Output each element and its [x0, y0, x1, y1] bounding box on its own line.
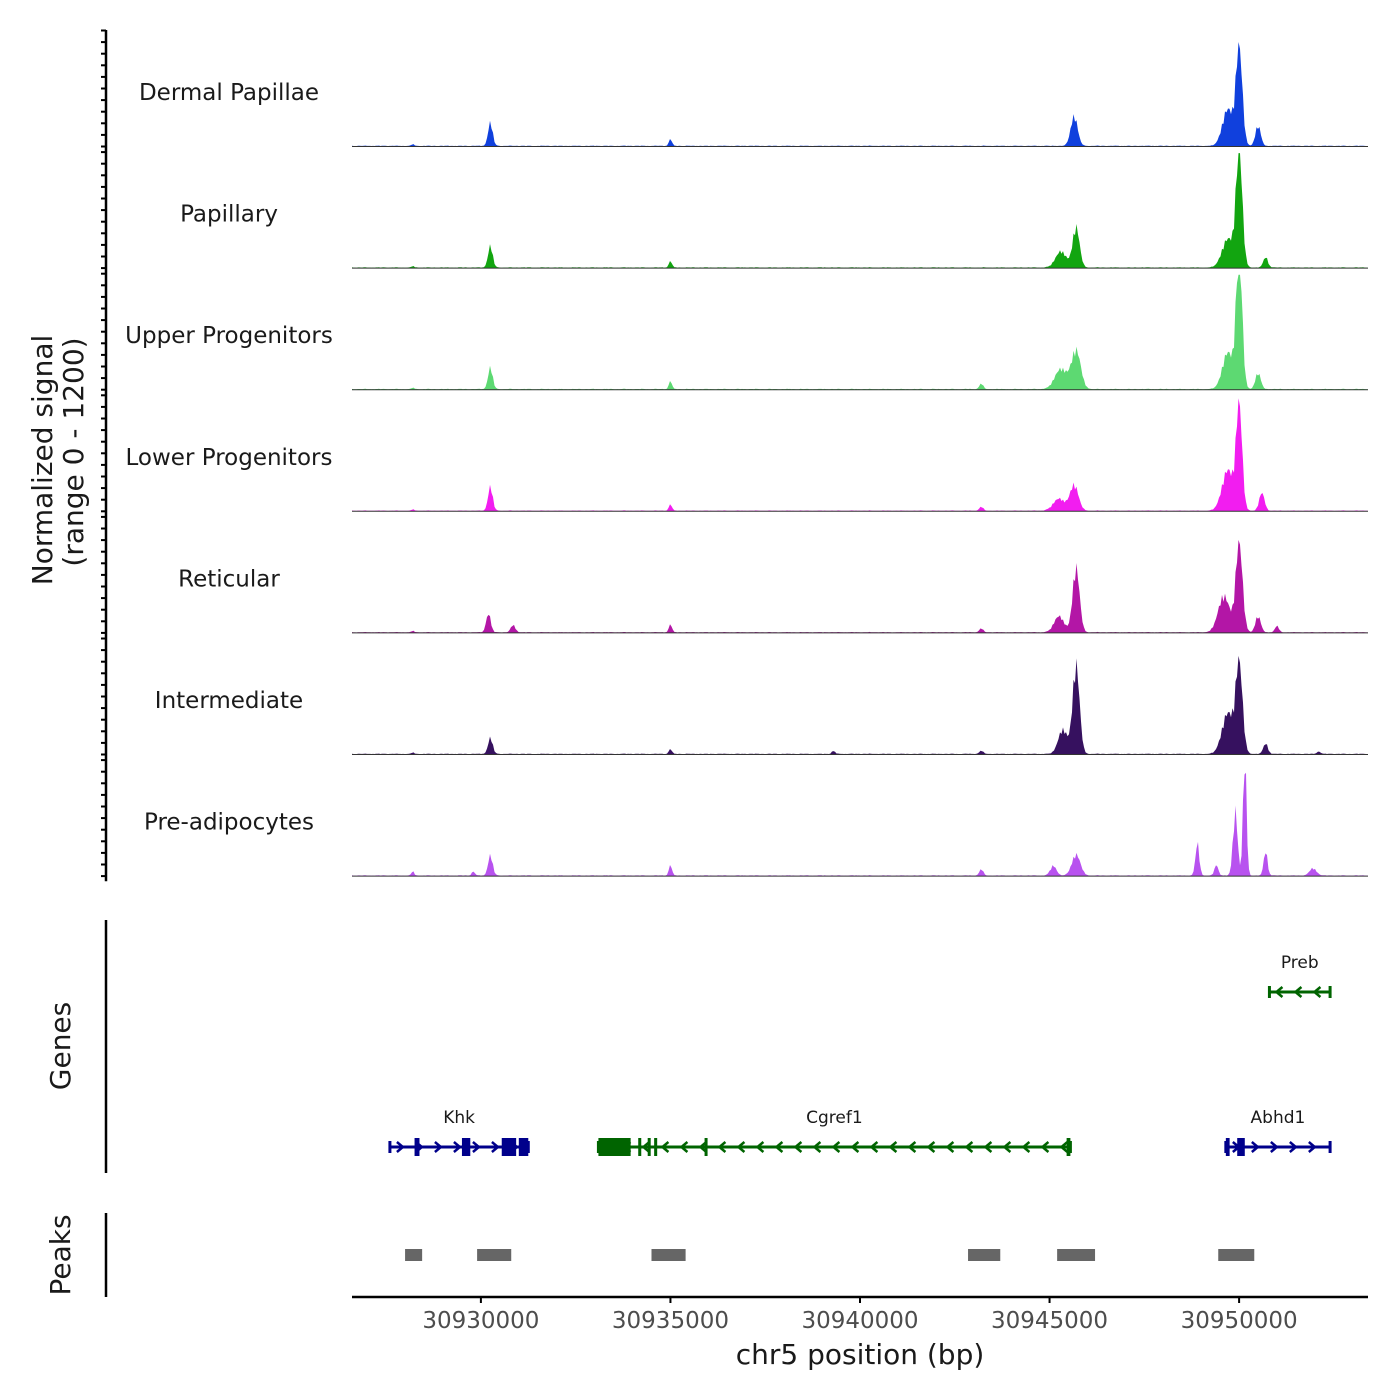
track-label-intermediate: Intermediate [155, 688, 303, 714]
peak-region [1218, 1249, 1255, 1261]
x-tick-label: 30930000 [422, 1308, 539, 1334]
y-axis-title-line2: (range 0 - 1200) [57, 337, 90, 566]
track-label-papillary: Papillary [180, 202, 278, 228]
signal-area-upper-progenitors [352, 274, 1368, 390]
coverage-y-axis: Normalized signal (range 0 - 1200) [26, 29, 108, 882]
track-lower-progenitors: Lower Progenitors [126, 398, 1368, 512]
gene-abhd1: Abhd1 [1224, 1108, 1332, 1156]
track-label-upper-progenitors: Upper Progenitors [125, 323, 333, 349]
track-papillary: Papillary [180, 153, 1368, 269]
x-axis: chr5 position (bp) 30930000 30935000 30940… [352, 1295, 1368, 1371]
signal-area-intermediate [352, 655, 1368, 755]
gene-exon [704, 1138, 708, 1156]
strand-arrow [1308, 1141, 1317, 1153]
peak-region [968, 1249, 1001, 1261]
strand-arrow [1289, 1141, 1298, 1153]
track-label-dermal-papillae: Dermal Papillae [139, 80, 319, 106]
signal-area-dermal-papillae [352, 42, 1368, 147]
strand-arrow [679, 1141, 689, 1153]
x-axis-title: chr5 position (bp) [736, 1338, 985, 1371]
genes-track-title: Genes [44, 1002, 77, 1090]
strand-arrow [472, 1141, 481, 1153]
strand-arrow [1293, 986, 1303, 998]
signal-area-reticular [352, 539, 1368, 633]
signal-area-pre-adipocytes [352, 772, 1368, 877]
strand-arrow [1002, 1141, 1012, 1153]
gene-exon [518, 1138, 529, 1156]
gene-exon [501, 1138, 517, 1156]
strand-arrow [1270, 1141, 1279, 1153]
track-pre-adipocytes: Pre-adipocytes [144, 772, 1368, 877]
track-label-reticular: Reticular [178, 566, 280, 592]
peak-region [477, 1249, 512, 1261]
strand-arrow [755, 1141, 765, 1153]
gene-exon [638, 1138, 642, 1156]
strand-arrow [888, 1141, 898, 1153]
strand-arrow [926, 1141, 936, 1153]
strand-arrow [1251, 1141, 1260, 1153]
gene-exon [598, 1138, 631, 1156]
strand-arrow [907, 1141, 917, 1153]
track-label-lower-progenitors: Lower Progenitors [126, 445, 333, 471]
gene-exon [461, 1138, 471, 1156]
track-label-pre-adipocytes: Pre-adipocytes [144, 810, 314, 836]
track-intermediate: Intermediate [155, 655, 1368, 755]
gene-label-abhd1: Abhd1 [1251, 1108, 1306, 1128]
strand-arrow [1040, 1141, 1050, 1153]
coverage-tracks: Dermal Papillae Papillary Upper Progenitor… [125, 42, 1368, 877]
peak-region [1057, 1249, 1096, 1261]
x-tick-label: 30950000 [1181, 1308, 1298, 1334]
strand-arrow [774, 1141, 784, 1153]
track-dermal-papillae: Dermal Papillae [139, 42, 1368, 147]
strand-arrow [1274, 986, 1284, 998]
strand-arrow [812, 1141, 822, 1153]
signal-area-lower-progenitors [352, 398, 1368, 512]
peak-region [651, 1249, 686, 1261]
peaks-track: Peaks [44, 1213, 1255, 1297]
signal-area-papillary [352, 153, 1368, 269]
strand-arrow [850, 1141, 860, 1153]
strand-arrow [945, 1141, 955, 1153]
gene-exon [1237, 1138, 1245, 1156]
peak-region [405, 1249, 423, 1261]
genes-track: Genes Preb Khk Cgref1 Abhd1 [44, 920, 1332, 1173]
track-upper-progenitors: Upper Progenitors [125, 274, 1368, 391]
strand-arrow [736, 1141, 746, 1153]
x-tick-label: 30945000 [991, 1308, 1108, 1334]
strand-arrow [698, 1141, 708, 1153]
gene-preb: Preb [1267, 953, 1332, 998]
gene-exon [654, 1138, 658, 1156]
gene-khk: Khk [388, 1108, 530, 1156]
gene-label-cgref1: Cgref1 [806, 1108, 863, 1128]
strand-arrow [641, 1141, 651, 1153]
peaks-track-title: Peaks [44, 1214, 77, 1295]
strand-arrow [453, 1141, 462, 1153]
strand-arrow [660, 1141, 670, 1153]
strand-arrow [964, 1141, 974, 1153]
gene-exon [647, 1138, 651, 1156]
gene-label-preb: Preb [1281, 953, 1319, 973]
strand-arrow [983, 1141, 993, 1153]
gene-label-khk: Khk [443, 1108, 475, 1128]
strand-arrow [396, 1141, 405, 1153]
strand-arrow [434, 1141, 443, 1153]
track-reticular: Reticular [178, 539, 1368, 634]
strand-arrow [717, 1141, 727, 1153]
gene-exon [1225, 1138, 1230, 1156]
strand-arrow [491, 1141, 500, 1153]
x-tick-label: 30935000 [612, 1308, 729, 1334]
strand-arrow [1021, 1141, 1031, 1153]
x-tick-label: 30940000 [801, 1308, 918, 1334]
strand-arrow [1312, 986, 1322, 998]
strand-arrow [1059, 1141, 1069, 1153]
gene-exon [1066, 1138, 1071, 1156]
gene-exon [414, 1138, 420, 1156]
strand-arrow [869, 1141, 879, 1153]
y-axis-title-line1: Normalized signal [26, 335, 59, 586]
strand-arrow [793, 1141, 803, 1153]
strand-arrow [831, 1141, 841, 1153]
gene-cgref1: Cgref1 [596, 1108, 1072, 1156]
